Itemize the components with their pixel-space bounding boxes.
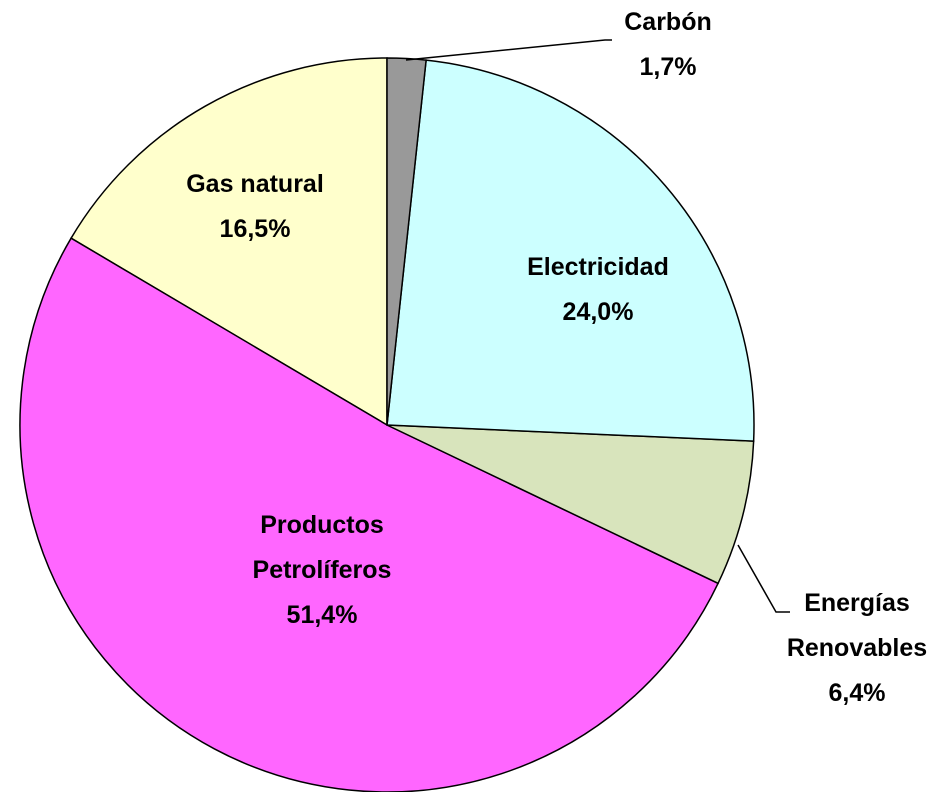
leader-line (405, 39, 612, 61)
slice-label: Gas natural (186, 170, 324, 198)
pie-slice (19, 237, 720, 792)
pie-slice (386, 424, 755, 585)
slice-label: Electricidad (527, 253, 669, 281)
value-label: 1,7% (639, 53, 697, 81)
value-label: 51,4% (286, 601, 358, 629)
pie-slice (386, 59, 755, 442)
slice-label: Carbón (624, 8, 712, 36)
slice-label: Energías Renovables (786, 589, 928, 662)
slice-label: Productos Petrolíferos (252, 511, 392, 584)
value-label: 24,0% (562, 298, 634, 326)
value-label: 16,5% (219, 215, 291, 243)
pie-slice (70, 57, 388, 427)
value-label: 6,4% (828, 679, 886, 707)
leader-line (737, 544, 790, 613)
pie-slice (386, 57, 427, 426)
